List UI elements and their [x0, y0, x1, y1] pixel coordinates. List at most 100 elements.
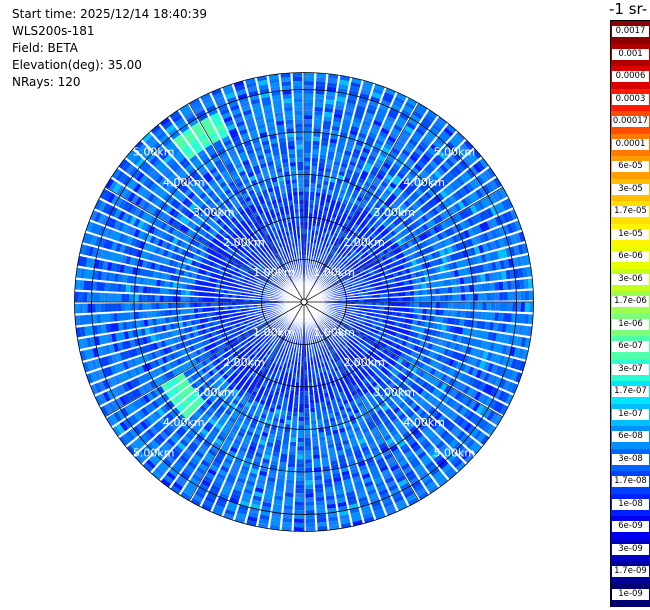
- ray-gate-group: [304, 115, 313, 290]
- ray-gate-group: [372, 391, 409, 436]
- ray-gate-group: [181, 399, 202, 420]
- ray-gate-group: [386, 134, 463, 215]
- ray-separator: [159, 301, 305, 481]
- ray-gate-group: [219, 405, 243, 439]
- ray-separator: [279, 301, 305, 531]
- ray-gate-group: [406, 168, 475, 224]
- ray-gate-group: [112, 252, 181, 276]
- ray-gate-group: [423, 259, 466, 276]
- ray: [304, 97, 418, 302]
- ray-separator: [303, 301, 475, 457]
- ray-gate-group: [426, 308, 525, 324]
- ray-gate-group: [238, 421, 265, 480]
- ray-gate-group: [410, 234, 440, 253]
- ray-gate-group: [415, 447, 449, 487]
- colorbar-tick-label: 1e-09: [612, 588, 649, 600]
- ray-gate-group: [416, 210, 514, 257]
- ray-gate-group: [394, 420, 444, 480]
- ring-label: 1.00km: [253, 326, 295, 339]
- ray: [304, 75, 351, 303]
- ray: [100, 302, 304, 417]
- ray-gate-group: [165, 183, 219, 230]
- ray-gate-group: [307, 304, 490, 431]
- ray-gate-group: [309, 153, 319, 192]
- ray: [95, 302, 304, 407]
- ray-gate-group: [153, 353, 176, 368]
- ray-gate-group: [306, 327, 339, 522]
- ray-gate-group: [184, 391, 237, 457]
- ray-gate-group: [197, 412, 230, 456]
- ray-separator: [303, 80, 364, 303]
- ray-gate-group: [344, 80, 374, 153]
- ray-gate-group: [304, 228, 390, 302]
- ray-separator: [303, 301, 533, 327]
- ray-gate-group: [166, 316, 289, 435]
- ray-gate-group: [104, 382, 154, 415]
- ray-gate-group: [326, 312, 506, 401]
- ray-gate-group: [410, 244, 520, 279]
- ray: [99, 188, 304, 302]
- ray: [189, 98, 304, 302]
- ray-gate-group: [358, 419, 397, 488]
- ray-gate-group: [434, 153, 445, 163]
- colorbar-tick-label: 3e-08: [612, 453, 649, 465]
- ray-separator: [267, 75, 305, 303]
- ray-gate-group: [148, 169, 212, 225]
- ray-gate-group: [444, 366, 471, 384]
- ray-gate-group: [140, 326, 159, 337]
- ray-gate-group: [415, 367, 470, 405]
- ray-gate-group: [139, 410, 178, 445]
- ray: [304, 302, 534, 313]
- ray-gate-group: [156, 229, 198, 254]
- ray-gate-group: [316, 290, 530, 302]
- ray-gate-group: [307, 159, 366, 295]
- ray-gate-group: [439, 189, 448, 199]
- ray-gate-group: [391, 157, 455, 219]
- ray-gate-group: [339, 90, 359, 138]
- ray-gate-group: [156, 358, 198, 385]
- ray-gate-group: [278, 141, 292, 189]
- ray-gate-group: [243, 113, 254, 121]
- ray-gate-group: [198, 180, 229, 214]
- ray-gate-group: [84, 318, 162, 337]
- ray-gate-group: [218, 307, 298, 376]
- ray-gate-group: [361, 132, 410, 206]
- ray-gate-group: [123, 245, 175, 267]
- ray-gate-group: [325, 302, 423, 308]
- ray-gate-group: [359, 320, 523, 383]
- ray-gate-group: [450, 271, 499, 286]
- ray-gate-group: [386, 371, 466, 441]
- ray-gate-group: [286, 450, 297, 485]
- ray-separator: [178, 301, 305, 495]
- ray-gate-group: [309, 176, 351, 287]
- colorbar-tick-label: 1.7e-07: [612, 386, 649, 398]
- ray-gate-group: [425, 219, 471, 246]
- ray-gate-group: [375, 419, 418, 482]
- ray-gate-group: [116, 185, 172, 224]
- ray-gate-group: [403, 145, 413, 154]
- ray-gate-group: [468, 151, 478, 162]
- ray-gate-group: [174, 395, 182, 404]
- ray: [304, 72, 315, 302]
- ray: [304, 302, 449, 487]
- ray-gate-group: [418, 308, 483, 320]
- ray-gate-group: [197, 113, 236, 174]
- ray-gate-group: [431, 329, 458, 342]
- ray-gate-group: [431, 302, 521, 312]
- ray-gate-group: [469, 302, 508, 312]
- ray-gate-group: [304, 89, 314, 298]
- ray: [304, 302, 509, 416]
- ray-gate-group: [130, 308, 195, 321]
- ray-gate-group: [348, 135, 376, 189]
- ray-gate-group: [354, 97, 418, 206]
- ray-gate-group: [482, 350, 489, 360]
- ray-gate-group: [413, 278, 529, 296]
- ray-separator: [303, 97, 409, 303]
- ray-gate-group: [131, 357, 212, 411]
- ray-gate-group: [259, 185, 267, 191]
- ray-gate-group: [412, 319, 531, 349]
- ray-gate-group: [179, 308, 299, 464]
- ray-gate-group: [410, 206, 474, 246]
- ray-gate-group: [307, 225, 440, 300]
- ray-gate-group: [469, 310, 474, 319]
